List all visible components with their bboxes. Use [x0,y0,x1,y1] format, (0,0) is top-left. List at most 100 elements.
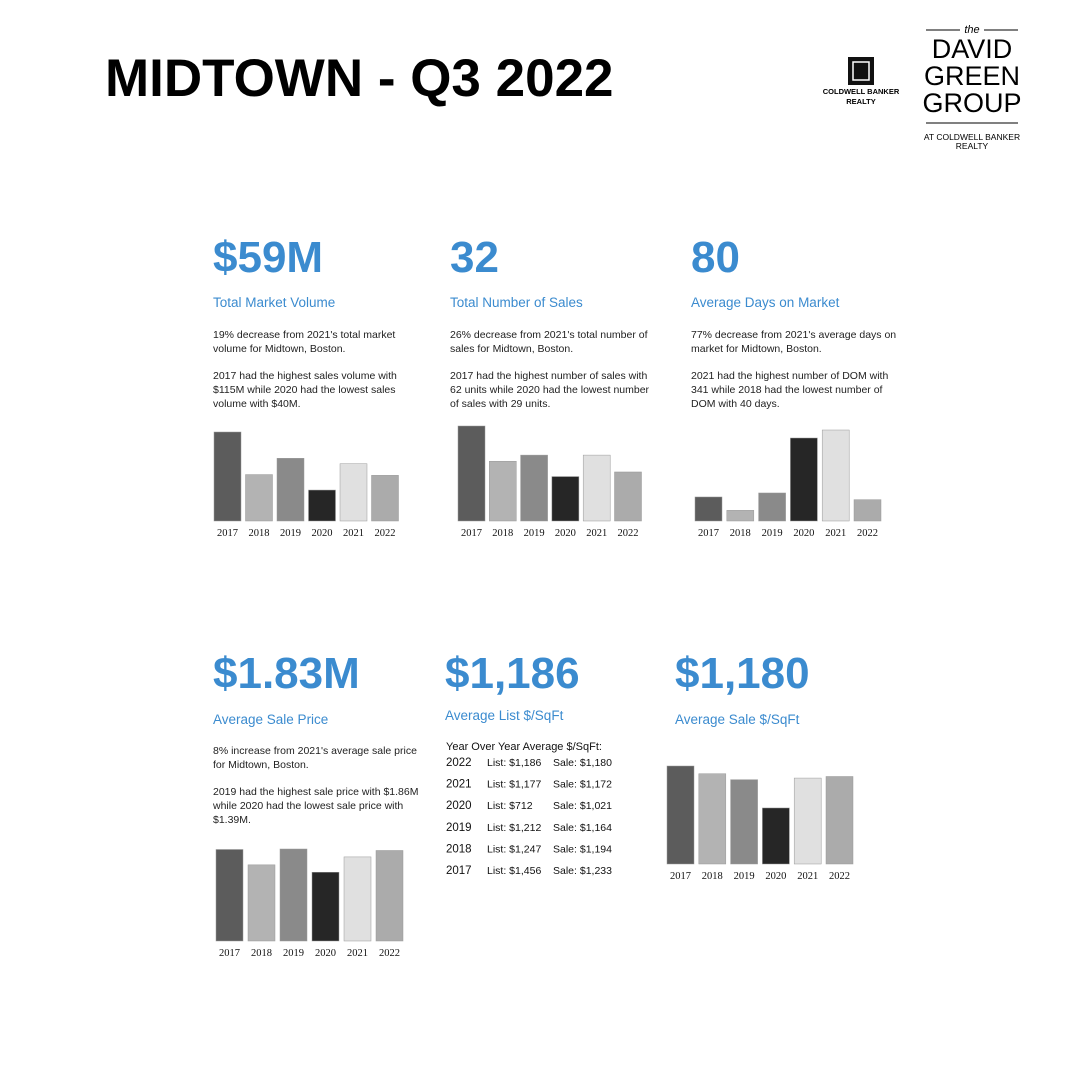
stat-description: 341 while 2018 had the lowest number of [691,384,883,396]
bar [489,460,517,522]
x-tick-label: 2021 [825,528,846,539]
stat-description: 8% increase from 2021's average sale pri… [213,745,417,757]
stat-description: 2021 had the highest number of DOM with [691,370,888,382]
bar [853,499,882,522]
dgg-logo-text: DAVID [932,34,1013,64]
stat-description: market for Midtown, Boston. [691,343,822,355]
bar [375,850,404,942]
stat-description: DOM with 40 days. [691,398,780,410]
bar [457,425,486,522]
table-cell: 2018 [446,843,472,855]
bar [551,476,580,522]
stat-value: $1,180 [675,649,810,698]
bar [821,429,850,522]
table-cell: 2019 [446,822,472,834]
stat-description: $1.39M. [213,814,251,826]
bar [343,856,372,942]
bar [308,489,336,522]
stat-value: $1.83M [213,649,360,698]
stat-description: 19% decrease from 2021's total market [213,329,395,341]
table-cell: Sale: $1,164 [553,822,612,834]
bar [793,777,822,865]
dgg-logo-text: the [964,24,979,36]
table-cell: 2021 [446,779,472,791]
bar [730,779,758,865]
bar [726,510,755,522]
table-cell: List: $712 [487,800,533,812]
stat-description: 26% decrease from 2021's total number of [450,329,648,341]
bar [698,773,727,865]
x-tick-label: 2022 [857,528,878,539]
x-tick-label: 2017 [461,528,482,539]
bar [245,474,273,522]
bar [825,776,854,865]
table-title: Year Over Year Average $/SqFt: [446,741,602,753]
bar [762,807,790,865]
x-tick-label: 2017 [670,871,691,882]
stat-description: $115M while 2020 had the lowest sales [213,384,396,396]
bar [520,454,548,522]
table-cell: List: $1,212 [487,822,541,834]
stat-description: of sales with 29 units. [450,398,550,410]
stat-value: $1,186 [445,649,580,698]
x-tick-label: 2022 [829,871,850,882]
stat-value: $59M [213,233,323,282]
bar [758,492,786,522]
x-tick-label: 2021 [343,528,364,539]
stat-description: 62 units while 2020 had the lowest numbe… [450,384,650,396]
stat-label: Total Market Volume [213,295,335,310]
x-tick-label: 2018 [702,871,723,882]
table-cell: Sale: $1,233 [553,865,612,877]
x-tick-label: 2020 [793,528,814,539]
x-tick-label: 2022 [379,948,400,959]
x-tick-label: 2019 [734,871,755,882]
cb-logo-text: REALTY [846,97,875,106]
bar [339,463,368,522]
dgg-logo-text: GROUP [922,88,1021,118]
dgg-logo-text: GREEN [924,61,1020,91]
bar [213,431,242,522]
stat-description: 2017 had the highest number of sales wit… [450,370,647,382]
table-cell: List: $1,177 [487,779,541,791]
stat-value: 32 [450,233,499,282]
table-cell: Sale: $1,194 [553,843,612,855]
table-cell: Sale: $1,021 [553,800,612,812]
x-tick-label: 2020 [765,871,786,882]
cb-logo-mark [848,57,874,85]
stat-description: sales for Midtown, Boston. [450,343,573,355]
bar [247,864,276,942]
table-cell: 2022 [446,757,472,769]
stat-label: Total Number of Sales [450,295,583,310]
table-cell: 2017 [446,865,472,877]
x-tick-label: 2020 [555,528,576,539]
x-tick-label: 2018 [730,528,751,539]
x-tick-label: 2018 [251,948,272,959]
stat-label: Average List $/SqFt [445,708,564,723]
cb-logo-text: COLDWELL BANKER [823,87,900,96]
x-tick-label: 2022 [375,528,396,539]
bar [279,848,308,942]
bar [276,458,305,522]
dgg-logo-text: AT COLDWELL BANKER [924,132,1020,142]
dgg-logo-text: REALTY [956,141,989,151]
x-tick-label: 2017 [219,948,240,959]
x-tick-label: 2021 [347,948,368,959]
stat-description: while 2020 had the lowest sale price wit… [212,800,403,812]
stat-description: volume with $40M. [213,398,301,410]
table-cell: List: $1,456 [487,865,541,877]
stat-description: for Midtown, Boston. [213,759,309,771]
x-tick-label: 2018 [492,528,513,539]
x-tick-label: 2020 [312,528,333,539]
x-tick-label: 2019 [524,528,545,539]
stat-label: Average Days on Market [691,295,840,310]
x-tick-label: 2022 [618,528,639,539]
x-tick-label: 2017 [698,528,719,539]
x-tick-label: 2021 [797,871,818,882]
bar [790,437,818,522]
bar [311,871,340,942]
stat-description: 2017 had the highest sales volume with [213,370,397,382]
x-tick-label: 2019 [280,528,301,539]
stat-description: volume for Midtown, Boston. [213,343,345,355]
